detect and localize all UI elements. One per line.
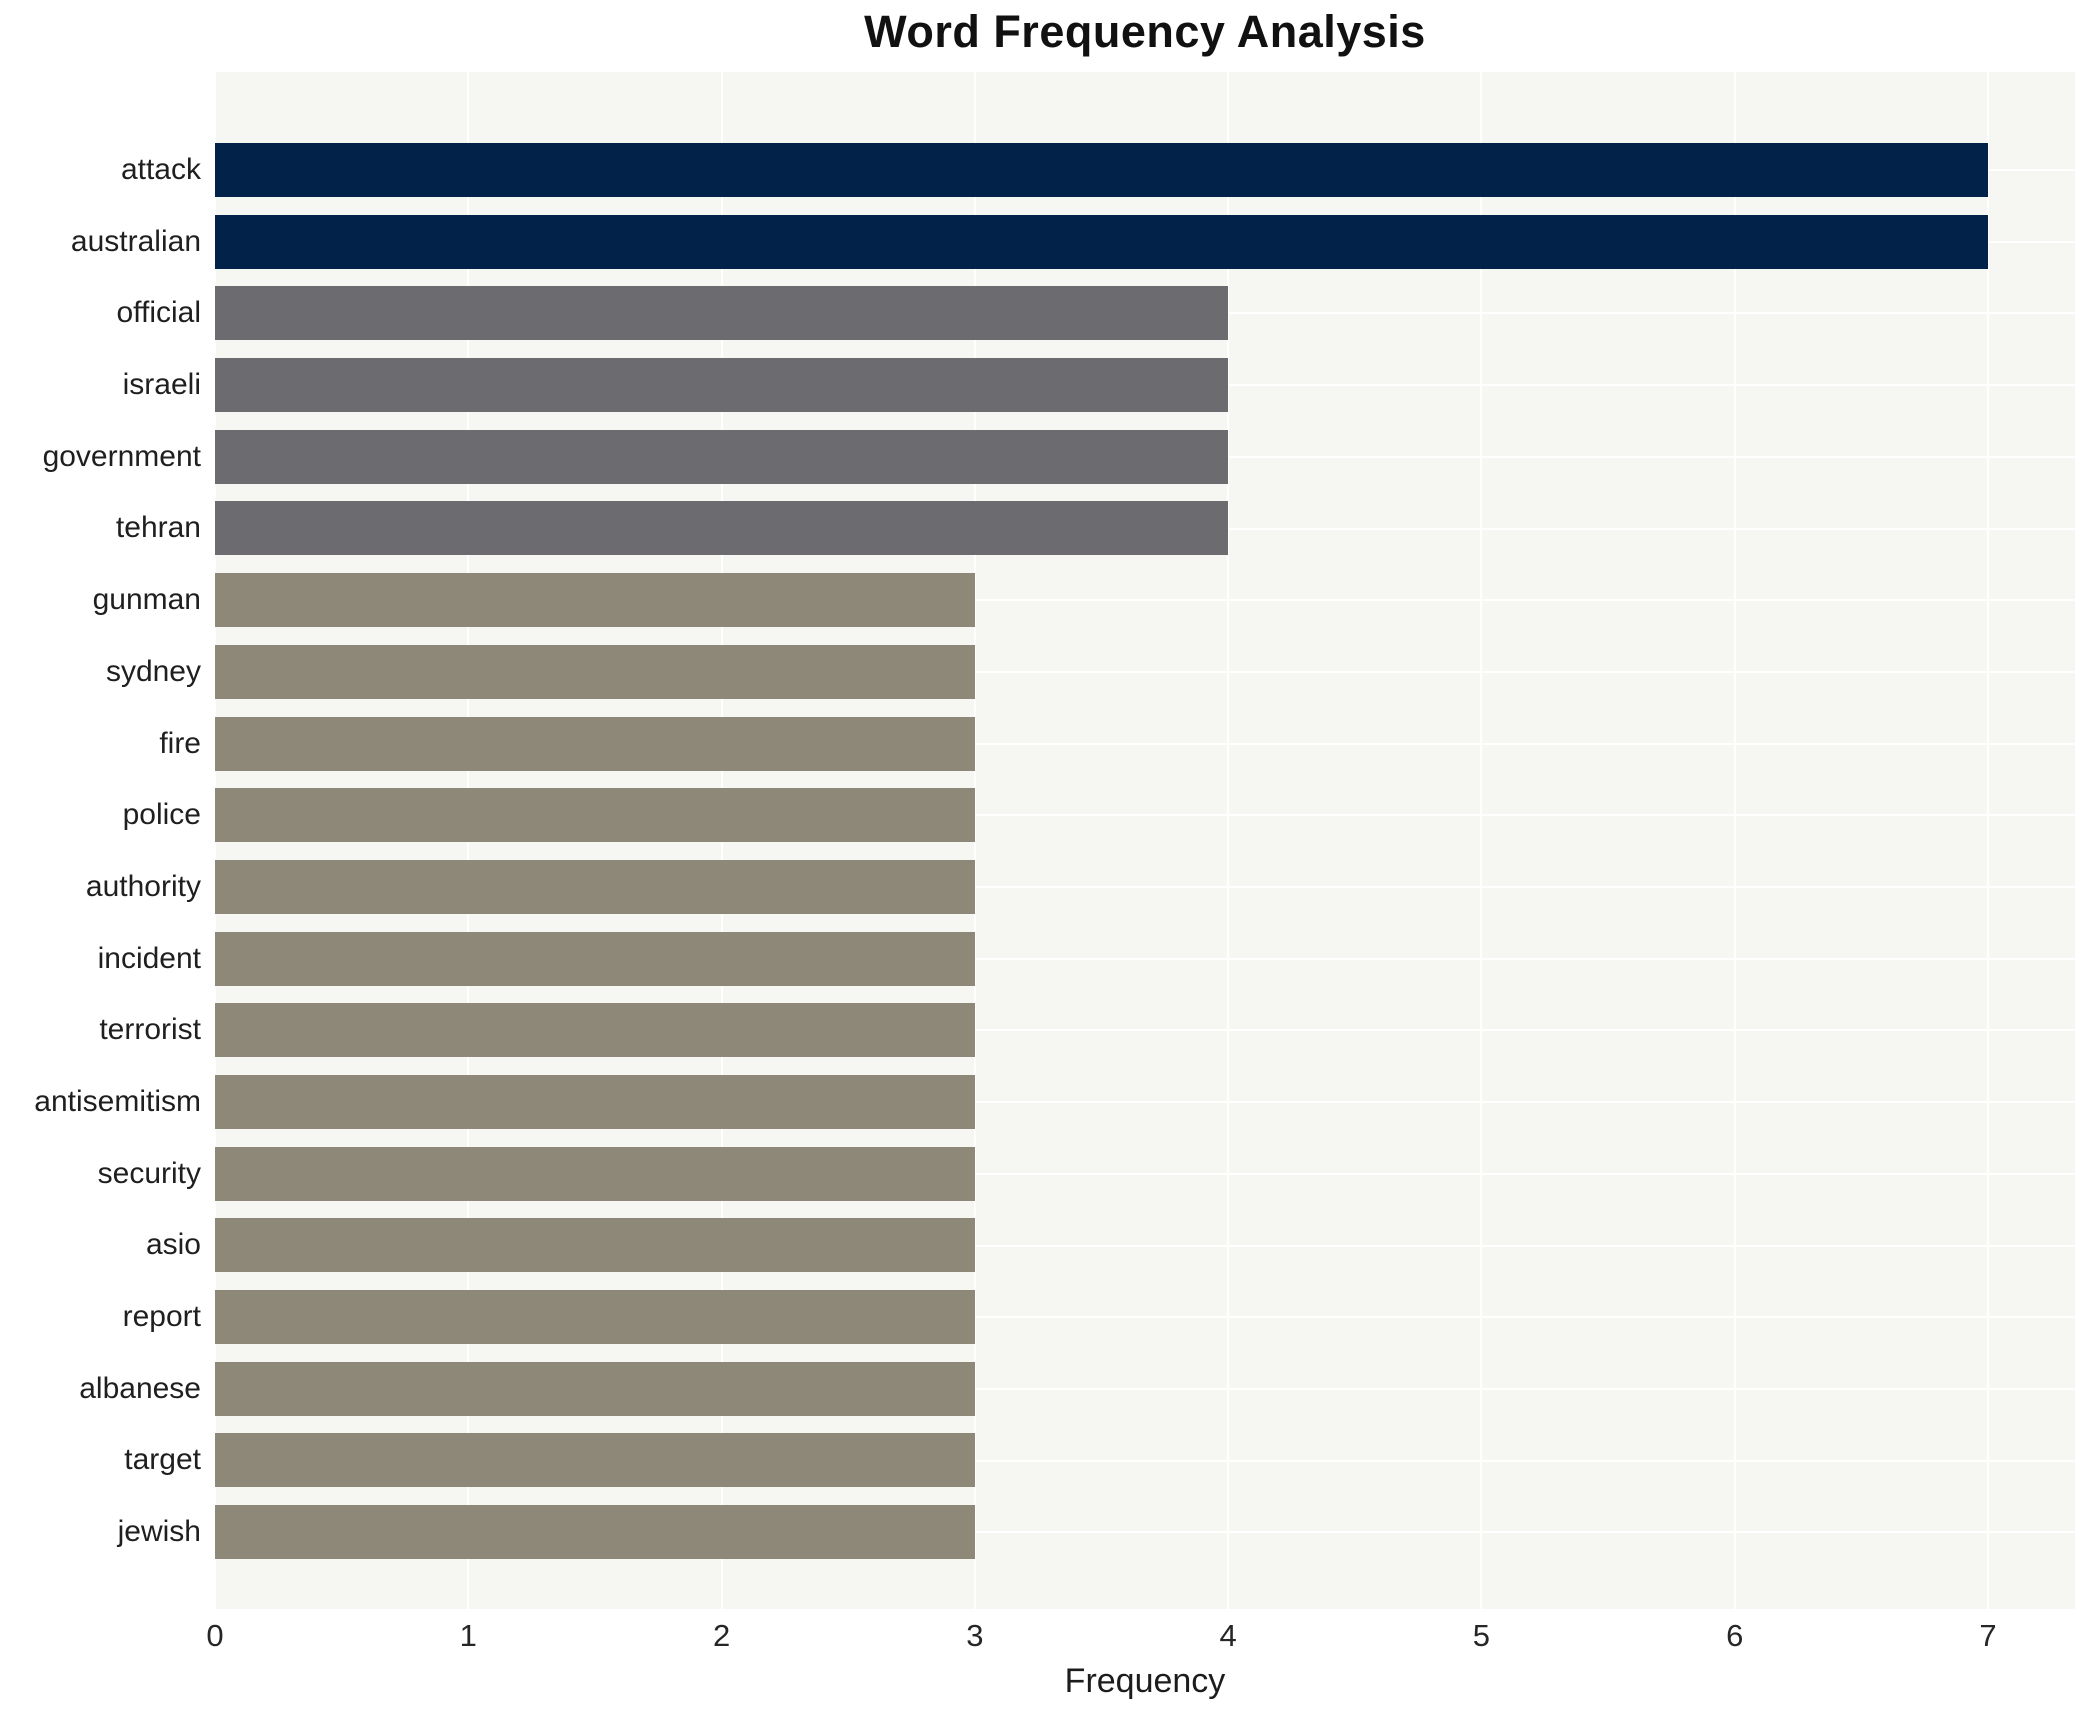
x-tick-label: 6: [1726, 1618, 1744, 1653]
y-gridline: [215, 814, 2075, 817]
frequency-bar: [215, 286, 1229, 341]
y-gridline: [215, 1531, 2075, 1534]
bar-row: government: [0, 429, 2094, 484]
frequency-bar: [215, 1290, 975, 1344]
bar-row: albanese: [0, 1361, 2094, 1416]
category-label: australian: [70, 224, 201, 258]
category-label: albanese: [79, 1371, 201, 1405]
category-label: israeli: [122, 368, 201, 402]
bar-row: authority: [0, 859, 2094, 914]
bar-row: official: [0, 286, 2094, 341]
bar-row: jewish: [0, 1505, 2094, 1560]
y-gridline: [215, 1101, 2075, 1104]
category-label: antisemitism: [34, 1084, 201, 1118]
bar-row: asio: [0, 1218, 2094, 1273]
y-gridline: [215, 1244, 2075, 1247]
x-axis-ticks: 0 1 2 3 4 5 6 7: [0, 1618, 2094, 1658]
x-tick-label: 1: [459, 1618, 477, 1653]
category-label: fire: [159, 726, 201, 760]
category-label: government: [42, 439, 201, 473]
bar-row: police: [0, 788, 2094, 843]
x-gridline: [1227, 72, 1230, 1609]
y-gridline: [215, 1459, 2075, 1462]
x-gridline: [973, 72, 976, 1609]
frequency-bar: [215, 788, 975, 843]
y-gridline: [215, 599, 2075, 602]
frequency-bar: [215, 859, 975, 914]
bar-row: attack: [0, 143, 2094, 197]
category-label: report: [122, 1300, 201, 1333]
category-label: gunman: [92, 583, 201, 617]
category-label: terrorist: [99, 1013, 201, 1047]
x-tick-label: 3: [966, 1618, 984, 1653]
bar-row: target: [0, 1433, 2094, 1488]
category-label: official: [116, 296, 202, 330]
y-gridline: [215, 1172, 2075, 1175]
category-label: jewish: [117, 1515, 201, 1549]
y-gridline: [215, 1029, 2075, 1032]
y-gridline: [215, 670, 2075, 673]
category-label: asio: [145, 1228, 201, 1262]
bar-row: fire: [0, 716, 2094, 771]
x-gridline: [1987, 72, 1989, 1609]
frequency-bar: [215, 931, 975, 986]
x-tick-label: 2: [712, 1618, 731, 1653]
category-label: tehran: [115, 511, 201, 545]
category-label: sydney: [105, 654, 201, 688]
bar-row: tehran: [0, 501, 2094, 556]
y-gridline: [215, 742, 2075, 745]
frequency-bar: [215, 429, 1229, 484]
chart-title: Word Frequency Analysis: [864, 6, 1426, 57]
bar-row: australian: [0, 214, 2094, 269]
frequency-bar: [215, 358, 1229, 413]
y-gridline: [215, 1387, 2075, 1390]
frequency-bar: [215, 1218, 975, 1273]
x-tick-label: 0: [206, 1618, 224, 1653]
y-gridline: [215, 886, 2075, 888]
bar-row: terrorist: [0, 1003, 2094, 1058]
frequency-bar: [215, 573, 975, 628]
y-gridline: [215, 957, 2075, 960]
frequency-bar: [215, 1361, 975, 1416]
category-label: authority: [85, 869, 201, 903]
frequency-bar: [215, 1505, 975, 1560]
frequency-bar: [215, 501, 1229, 556]
bar-row: security: [0, 1146, 2094, 1201]
x-gridline: [1480, 72, 1483, 1609]
bar-rows: attack australian official israeli gover…: [0, 143, 2094, 1577]
bar-row: sydney: [0, 644, 2094, 699]
frequency-bar: [215, 214, 1988, 269]
x-tick-label: 7: [1979, 1618, 1997, 1653]
frequency-bar: [215, 1146, 975, 1201]
x-gridline: [1733, 72, 1736, 1609]
y-gridline: [215, 1316, 2075, 1319]
frequency-bar: [215, 716, 975, 771]
bar-row: report: [0, 1290, 2094, 1344]
frequency-bar: [215, 1433, 975, 1488]
x-axis-label: Frequency: [1064, 1662, 1226, 1700]
x-tick-label: 5: [1472, 1618, 1491, 1653]
category-label: attack: [120, 153, 201, 186]
frequency-bar: [215, 1074, 975, 1129]
frequency-bar: [215, 143, 1988, 197]
bar-row: gunman: [0, 573, 2094, 628]
category-label: police: [122, 798, 201, 832]
bar-row: antisemitism: [0, 1074, 2094, 1129]
frequency-bar: [215, 644, 975, 699]
x-tick-label: 4: [1219, 1618, 1237, 1653]
bar-row: incident: [0, 931, 2094, 986]
bar-row: israeli: [0, 358, 2094, 413]
category-label: target: [124, 1443, 201, 1477]
category-label: incident: [97, 941, 201, 975]
category-label: security: [97, 1156, 201, 1190]
frequency-bar: [215, 1003, 975, 1058]
